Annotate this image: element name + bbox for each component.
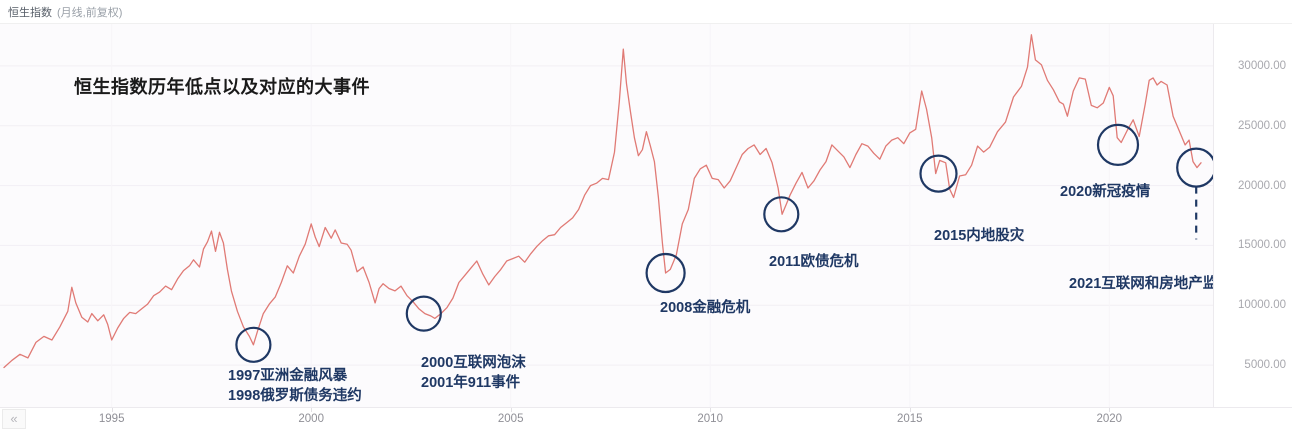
annotation-line: 1997亚洲金融风暴 [228,368,348,384]
annotation-2020: 2020新冠疫情 [1060,182,1150,202]
x-tick-mark [111,408,113,412]
grid-lines-vertical [111,24,1110,407]
annotation-line: 2020新冠疫情 [1060,184,1151,200]
marker-2015-low[interactable] [919,154,958,193]
annotation-line: 2000互联网泡沫 [421,355,526,371]
x-tick-label: 2000 [298,413,324,425]
y-tick-label: 10000.00 [1238,299,1286,312]
annotation-line: 2021互联网和房地产监管 [1069,276,1232,292]
x-tick-mark [710,408,712,412]
y-axis[interactable]: 30000.00 25000.00 20000.00 15000.00 10000.00… [1213,24,1292,407]
y-tick-label: 5000.00 [1244,359,1286,372]
x-tick-label: 1995 [98,413,125,425]
marker-2002-low[interactable] [405,295,442,332]
x-tick-label: 2015 [897,413,923,425]
x-tick-mark [510,408,512,412]
symbol-name: 恒生指数 [8,6,52,19]
price-line-chart [0,24,1213,407]
chart-header: 恒生指数 (月线,前复权) [0,0,1292,24]
price-line [3,34,1202,369]
x-axis[interactable]: 1995 2000 2005 2010 2015 2020 [0,407,1292,431]
annotation-2008: 2008金融危机 [660,298,750,318]
annotation-2015: 2015内地股灾 [934,226,1024,246]
annotation-2011: 2011欧债危机 [769,252,858,272]
marker-2020-low[interactable] [1096,123,1140,167]
annotation-line: 1998俄罗斯债务违约 [228,388,362,404]
y-tick-label: 15000.00 [1238,239,1286,252]
x-tick-mark [311,408,313,412]
annotation-line: 2011欧债危机 [769,254,859,270]
y-tick-label: 25000.00 [1238,119,1286,132]
y-tick-label: 30000.00 [1238,59,1286,72]
x-tick-label: 2020 [1096,413,1123,425]
symbol-period: (月线,前复权) [57,6,123,19]
x-tick-mark [909,408,911,412]
marker-2008-low[interactable] [645,252,686,294]
annotation-line: 2015内地股灾 [934,228,1025,244]
marker-2011-low[interactable] [763,196,800,233]
marker-1998-low[interactable] [235,326,272,363]
collapse-left-button[interactable]: « [2,409,26,429]
y-tick-label: 20000.00 [1238,179,1286,192]
annotation-2021: 2021互联网和房地产监管 [1069,274,1232,294]
chart-title: 恒生指数历年低点以及对应的大事件 [74,77,370,97]
plot-area[interactable] [0,24,1213,407]
annotation-line: 2008金融危机 [660,300,751,316]
grid-lines [0,65,1213,366]
marker-2022-low[interactable] [1176,147,1213,188]
annotation-line: 2001年911事件 [421,375,521,391]
annotation-1997-1998: 1997亚洲金融风暴 1998俄罗斯债务违约 [228,366,362,406]
annotation-2000-2001: 2000互联网泡沫 2001年911事件 [421,353,526,393]
x-tick-label: 2010 [697,413,723,425]
x-tick-label: 2005 [497,413,524,425]
x-tick-mark [1109,408,1111,412]
